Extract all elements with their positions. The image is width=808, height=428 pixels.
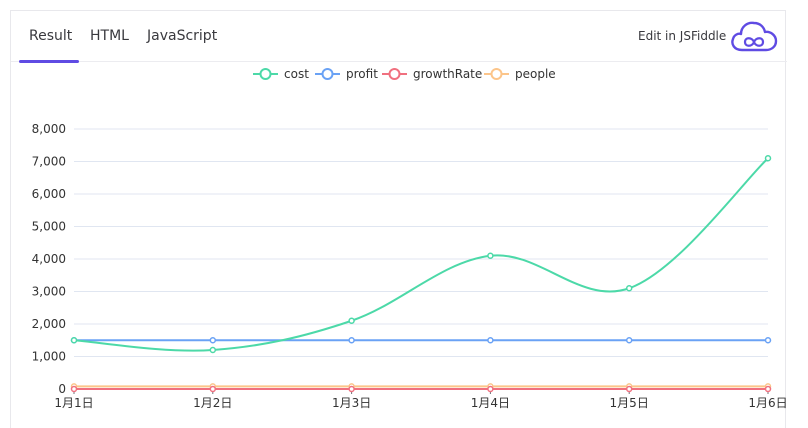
legend-label-cost: cost [284, 67, 309, 81]
legend-marker-people-icon [484, 68, 509, 80]
legend-item-cost[interactable]: cost [253, 64, 309, 84]
data-point-cost-0 [70, 337, 78, 344]
legend-label-profit: profit [346, 67, 378, 81]
y-tick-label-6: 6,000 [32, 187, 66, 201]
data-point-growthrate-3 [487, 385, 494, 393]
x-tick-label-4: 1月5日 [610, 396, 649, 410]
legend-marker-profit-icon [315, 68, 340, 80]
y-tick-label-5: 5,000 [32, 220, 66, 234]
data-point-growthrate-4 [625, 385, 633, 393]
chart-legend: cost profit growthRate people [0, 64, 808, 84]
tab-result[interactable]: Result [19, 11, 79, 63]
jsfiddle-cloud-icon[interactable] [729, 17, 779, 55]
y-tick-label-3: 3,000 [32, 285, 66, 299]
x-tick-label-1: 1月2日 [193, 396, 232, 410]
data-point-cost-5 [764, 155, 772, 162]
legend-item-growthrate[interactable]: growthRate [382, 64, 482, 84]
data-point-profit-3 [487, 337, 494, 344]
data-point-cost-3 [487, 252, 494, 259]
legend-marker-growthrate-icon [382, 68, 407, 80]
y-tick-label-1: 1,000 [32, 350, 66, 364]
legend-item-people[interactable]: people [484, 64, 556, 84]
y-tick-label-7: 7,000 [32, 155, 66, 169]
legend-label-growthrate: growthRate [413, 67, 483, 81]
data-point-profit-4 [625, 337, 633, 344]
y-tick-label-4: 4,000 [32, 252, 66, 266]
series-line-cost [73, 157, 769, 352]
edit-in-jsfiddle-link[interactable]: Edit in JSFiddle [638, 29, 727, 43]
y-tick-label-0: 0 [58, 382, 66, 396]
x-tick-label-3: 1月4日 [471, 396, 510, 410]
data-point-profit-1 [209, 337, 217, 344]
tab-javascript[interactable]: JavaScript [147, 28, 218, 44]
tabs-bar: Result HTML JavaScript Edit in JSFiddle [11, 11, 787, 63]
x-tick-label-5: 1月6日 [748, 396, 787, 410]
data-point-cost-2 [348, 317, 355, 324]
data-point-profit-2 [348, 337, 355, 344]
result-frame: Result HTML JavaScript Edit in JSFiddle [10, 10, 787, 428]
data-point-cost-4 [625, 285, 633, 292]
y-tick-label-2: 2,000 [32, 317, 66, 331]
data-point-cost-1 [209, 346, 217, 354]
y-tick-label-8: 8,000 [32, 122, 66, 136]
data-point-profit-5 [764, 337, 772, 344]
x-tick-label-0: 1月1日 [54, 396, 93, 410]
data-point-growthrate-2 [348, 385, 355, 393]
data-point-growthrate-5 [764, 385, 772, 393]
tab-html[interactable]: HTML [90, 28, 129, 44]
legend-label-people: people [515, 67, 556, 81]
data-point-growthrate-1 [209, 385, 217, 393]
legend-marker-cost-icon [253, 68, 278, 80]
data-point-growthrate-0 [70, 385, 78, 393]
legend-item-profit[interactable]: profit [315, 64, 378, 84]
x-tick-label-2: 1月3日 [332, 396, 371, 410]
